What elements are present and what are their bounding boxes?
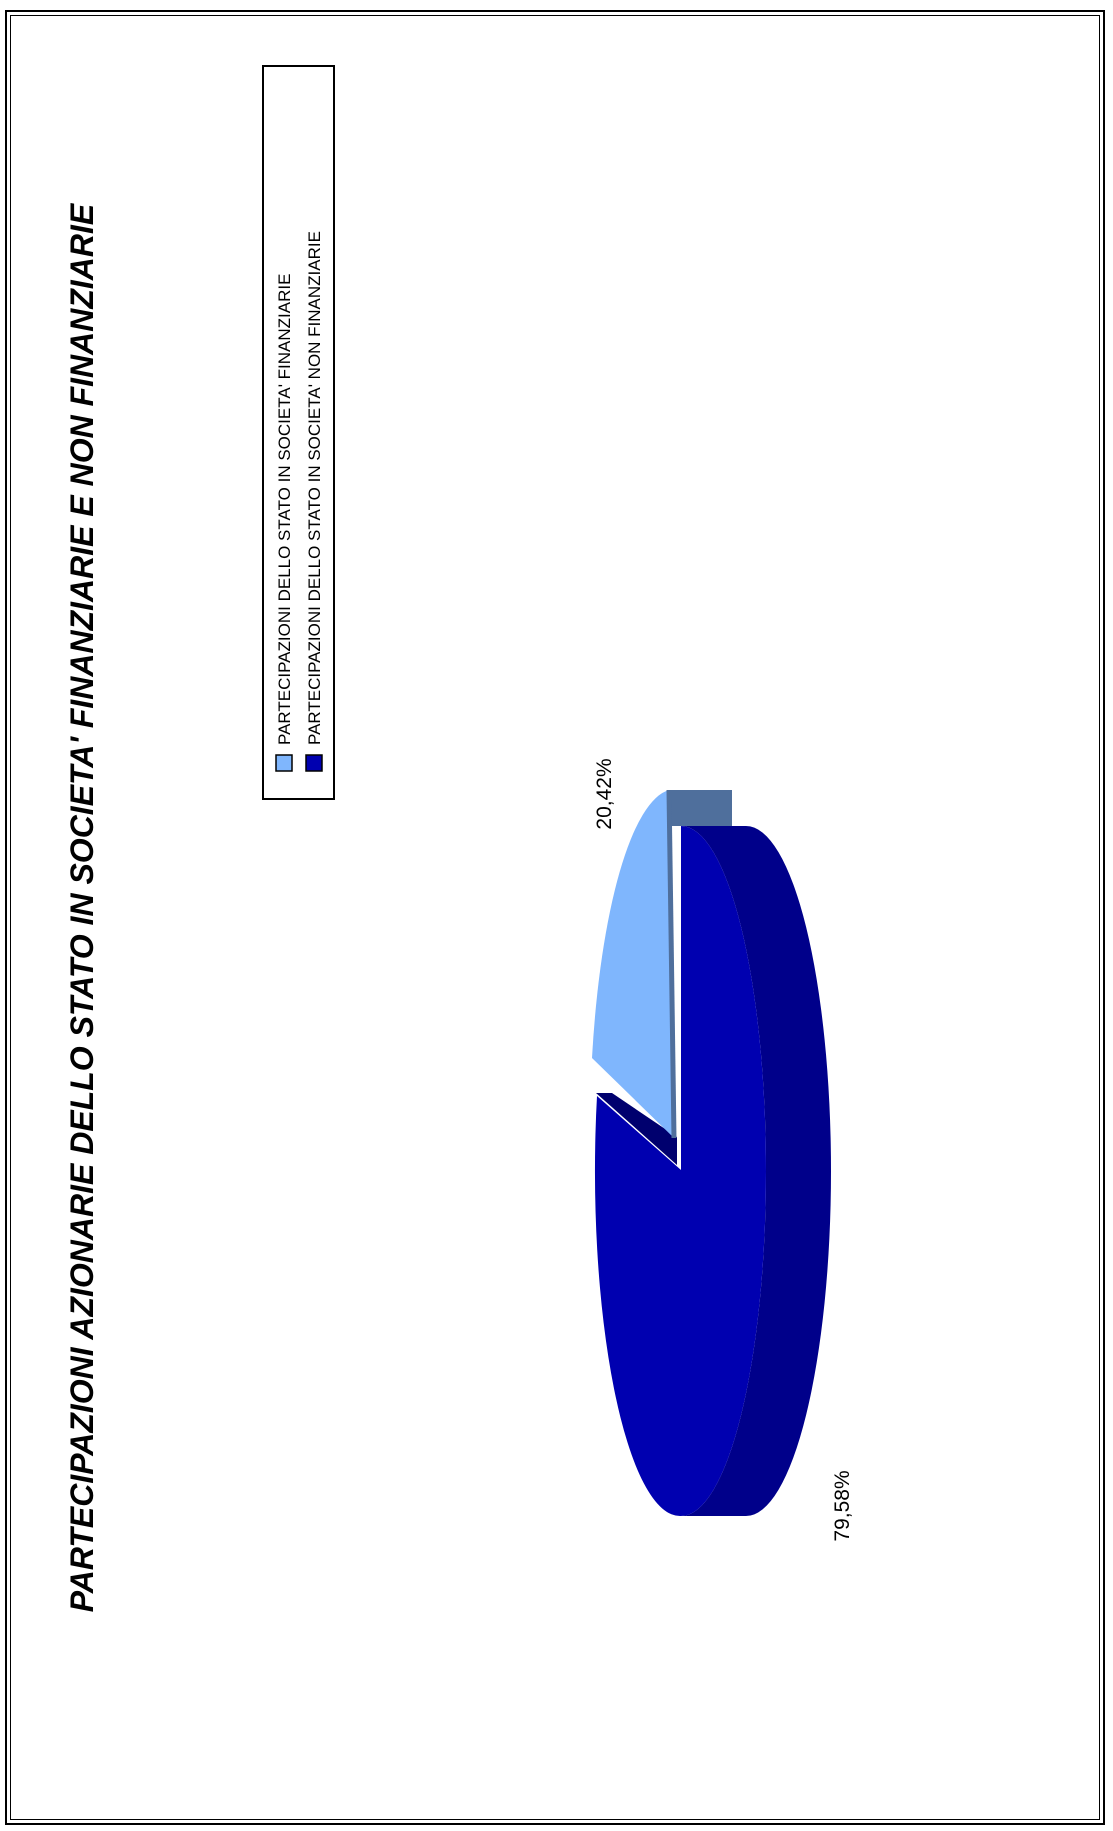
- pie-slice-finanziarie-side: [669, 790, 732, 826]
- data-label-non-finanziarie: 79,58%: [831, 1470, 854, 1541]
- legend-swatch-non-finanziarie: [305, 754, 323, 772]
- legend-swatch-finanziarie: [275, 754, 293, 772]
- pie-slice-finanziarie: [592, 790, 674, 1138]
- chart-legend: PARTECIPAZIONI DELLO STATO IN SOCIETA' F…: [262, 65, 335, 800]
- chart-title: PARTECIPAZIONI AZIONARIE DELLO STATO IN …: [64, 202, 100, 1612]
- chart-frame-outer: [5, 10, 1105, 1825]
- pie-slice-non-finanziarie: [594, 826, 766, 1517]
- legend-label-finanziarie: PARTECIPAZIONI DELLO STATO IN SOCIETA' F…: [275, 274, 294, 745]
- pie-slice-finanziarie-edge: [666, 789, 677, 1139]
- pie-slice-non-finanziarie-cut: [596, 1093, 677, 1165]
- chart-frame-inner: [10, 15, 1100, 1820]
- pie-slice-non-finanziarie-side: [681, 826, 831, 1516]
- data-label-finanziarie: 20,42%: [593, 758, 616, 829]
- pie-plot: [592, 789, 831, 1517]
- legend-label-non-finanziarie: PARTECIPAZIONI DELLO STATO IN SOCIETA' N…: [305, 231, 324, 745]
